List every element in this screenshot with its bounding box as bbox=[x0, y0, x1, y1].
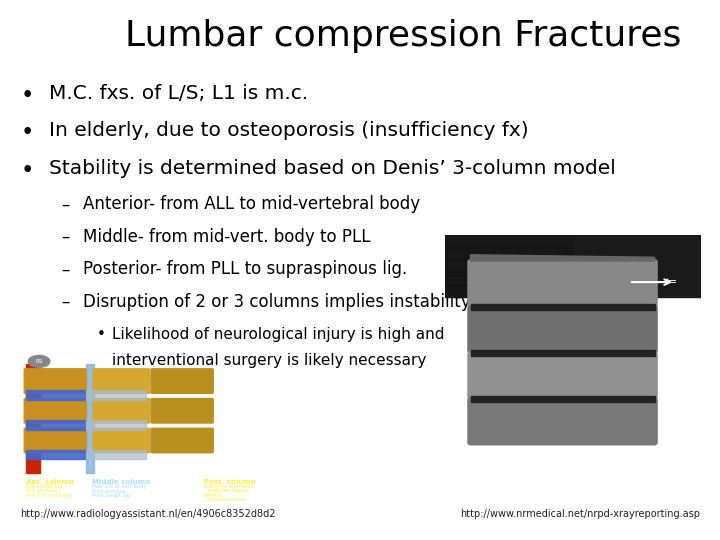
Text: –: – bbox=[61, 293, 70, 310]
Text: Likelihood of neurological injury is high and: Likelihood of neurological injury is hig… bbox=[112, 327, 444, 342]
Text: Ant annulus: Ant annulus bbox=[26, 488, 58, 494]
FancyBboxPatch shape bbox=[468, 306, 657, 353]
Bar bbox=[86, 364, 94, 473]
Bar bbox=[445, 235, 701, 297]
Text: •: • bbox=[20, 122, 34, 145]
FancyBboxPatch shape bbox=[93, 428, 150, 453]
Text: Posterior elements: Posterior elements bbox=[204, 484, 253, 489]
Bar bbox=[86, 420, 145, 430]
Text: interventional surgery is likely necessary: interventional surgery is likely necessa… bbox=[112, 353, 426, 368]
Text: RS: RS bbox=[35, 359, 42, 364]
FancyBboxPatch shape bbox=[24, 428, 86, 453]
Bar bbox=[471, 305, 654, 310]
Text: –: – bbox=[61, 195, 70, 213]
FancyBboxPatch shape bbox=[468, 352, 657, 399]
Text: ⇐: ⇐ bbox=[664, 275, 676, 289]
Text: - pedicles, facets,: - pedicles, facets, bbox=[204, 488, 250, 494]
Text: –: – bbox=[61, 260, 70, 278]
Text: •: • bbox=[20, 159, 34, 183]
Bar bbox=[26, 420, 85, 430]
Text: –: – bbox=[61, 228, 70, 246]
Text: Disruption of 2 or 3 columns implies instability: Disruption of 2 or 3 columns implies ins… bbox=[83, 293, 470, 310]
FancyBboxPatch shape bbox=[151, 428, 213, 453]
Text: Post annulus,: Post annulus, bbox=[91, 488, 127, 494]
FancyBboxPatch shape bbox=[24, 399, 86, 423]
Bar bbox=[26, 390, 85, 400]
Text: Ant. column: Ant. column bbox=[26, 478, 73, 485]
FancyBboxPatch shape bbox=[93, 399, 150, 423]
Circle shape bbox=[28, 355, 50, 367]
Text: Ant Longit Lig: Ant Longit Lig bbox=[26, 484, 62, 489]
Bar bbox=[26, 450, 85, 460]
Text: Lumbar compression Fractures: Lumbar compression Fractures bbox=[125, 19, 681, 53]
Text: lamina: lamina bbox=[204, 493, 222, 498]
Text: Post. column: Post. column bbox=[204, 478, 256, 485]
Text: Ant 2/3 vert body: Ant 2/3 vert body bbox=[26, 493, 72, 498]
Text: Posterior- from PLL to supraspinous lig.: Posterior- from PLL to supraspinous lig. bbox=[83, 260, 407, 278]
Text: Middle column: Middle column bbox=[91, 478, 150, 485]
Text: Post Longit Lig: Post Longit Lig bbox=[91, 493, 130, 498]
FancyBboxPatch shape bbox=[151, 369, 213, 393]
Text: •: • bbox=[20, 84, 34, 107]
Polygon shape bbox=[471, 255, 654, 261]
Bar bbox=[86, 450, 145, 460]
Text: - spinous process: - spinous process bbox=[204, 497, 246, 502]
Text: In elderly, due to osteoporosis (insufficiency fx): In elderly, due to osteoporosis (insuffi… bbox=[49, 122, 528, 140]
Text: M.C. fxs. of L/S; L1 is m.c.: M.C. fxs. of L/S; L1 is m.c. bbox=[49, 84, 308, 103]
Bar bbox=[445, 272, 573, 285]
Text: Anterior- from ALL to mid-vertebral body: Anterior- from ALL to mid-vertebral body bbox=[83, 195, 420, 213]
Text: •: • bbox=[97, 327, 106, 342]
Bar bbox=[26, 364, 40, 473]
Bar bbox=[445, 235, 573, 247]
Bar bbox=[445, 247, 573, 260]
Text: http://www.radiologyassistant.nl/en/4906c8352d8d2: http://www.radiologyassistant.nl/en/4906… bbox=[20, 509, 276, 519]
Bar bbox=[445, 260, 573, 272]
Bar bbox=[445, 285, 573, 297]
Text: Post 1/3 of vert body: Post 1/3 of vert body bbox=[91, 484, 146, 489]
Text: http://www.nrmedical.net/nrpd-xrayreporting.asp: http://www.nrmedical.net/nrpd-xrayreport… bbox=[460, 509, 700, 519]
Text: Middle- from mid-vert. body to PLL: Middle- from mid-vert. body to PLL bbox=[83, 228, 370, 246]
Bar bbox=[471, 350, 654, 356]
Bar bbox=[86, 390, 145, 400]
Text: Stability is determined based on Denis’ 3-column model: Stability is determined based on Denis’ … bbox=[49, 159, 616, 178]
Bar bbox=[471, 396, 654, 402]
FancyBboxPatch shape bbox=[468, 397, 657, 445]
FancyBboxPatch shape bbox=[24, 369, 86, 393]
FancyBboxPatch shape bbox=[468, 260, 657, 307]
FancyBboxPatch shape bbox=[151, 399, 213, 423]
FancyBboxPatch shape bbox=[93, 369, 150, 393]
